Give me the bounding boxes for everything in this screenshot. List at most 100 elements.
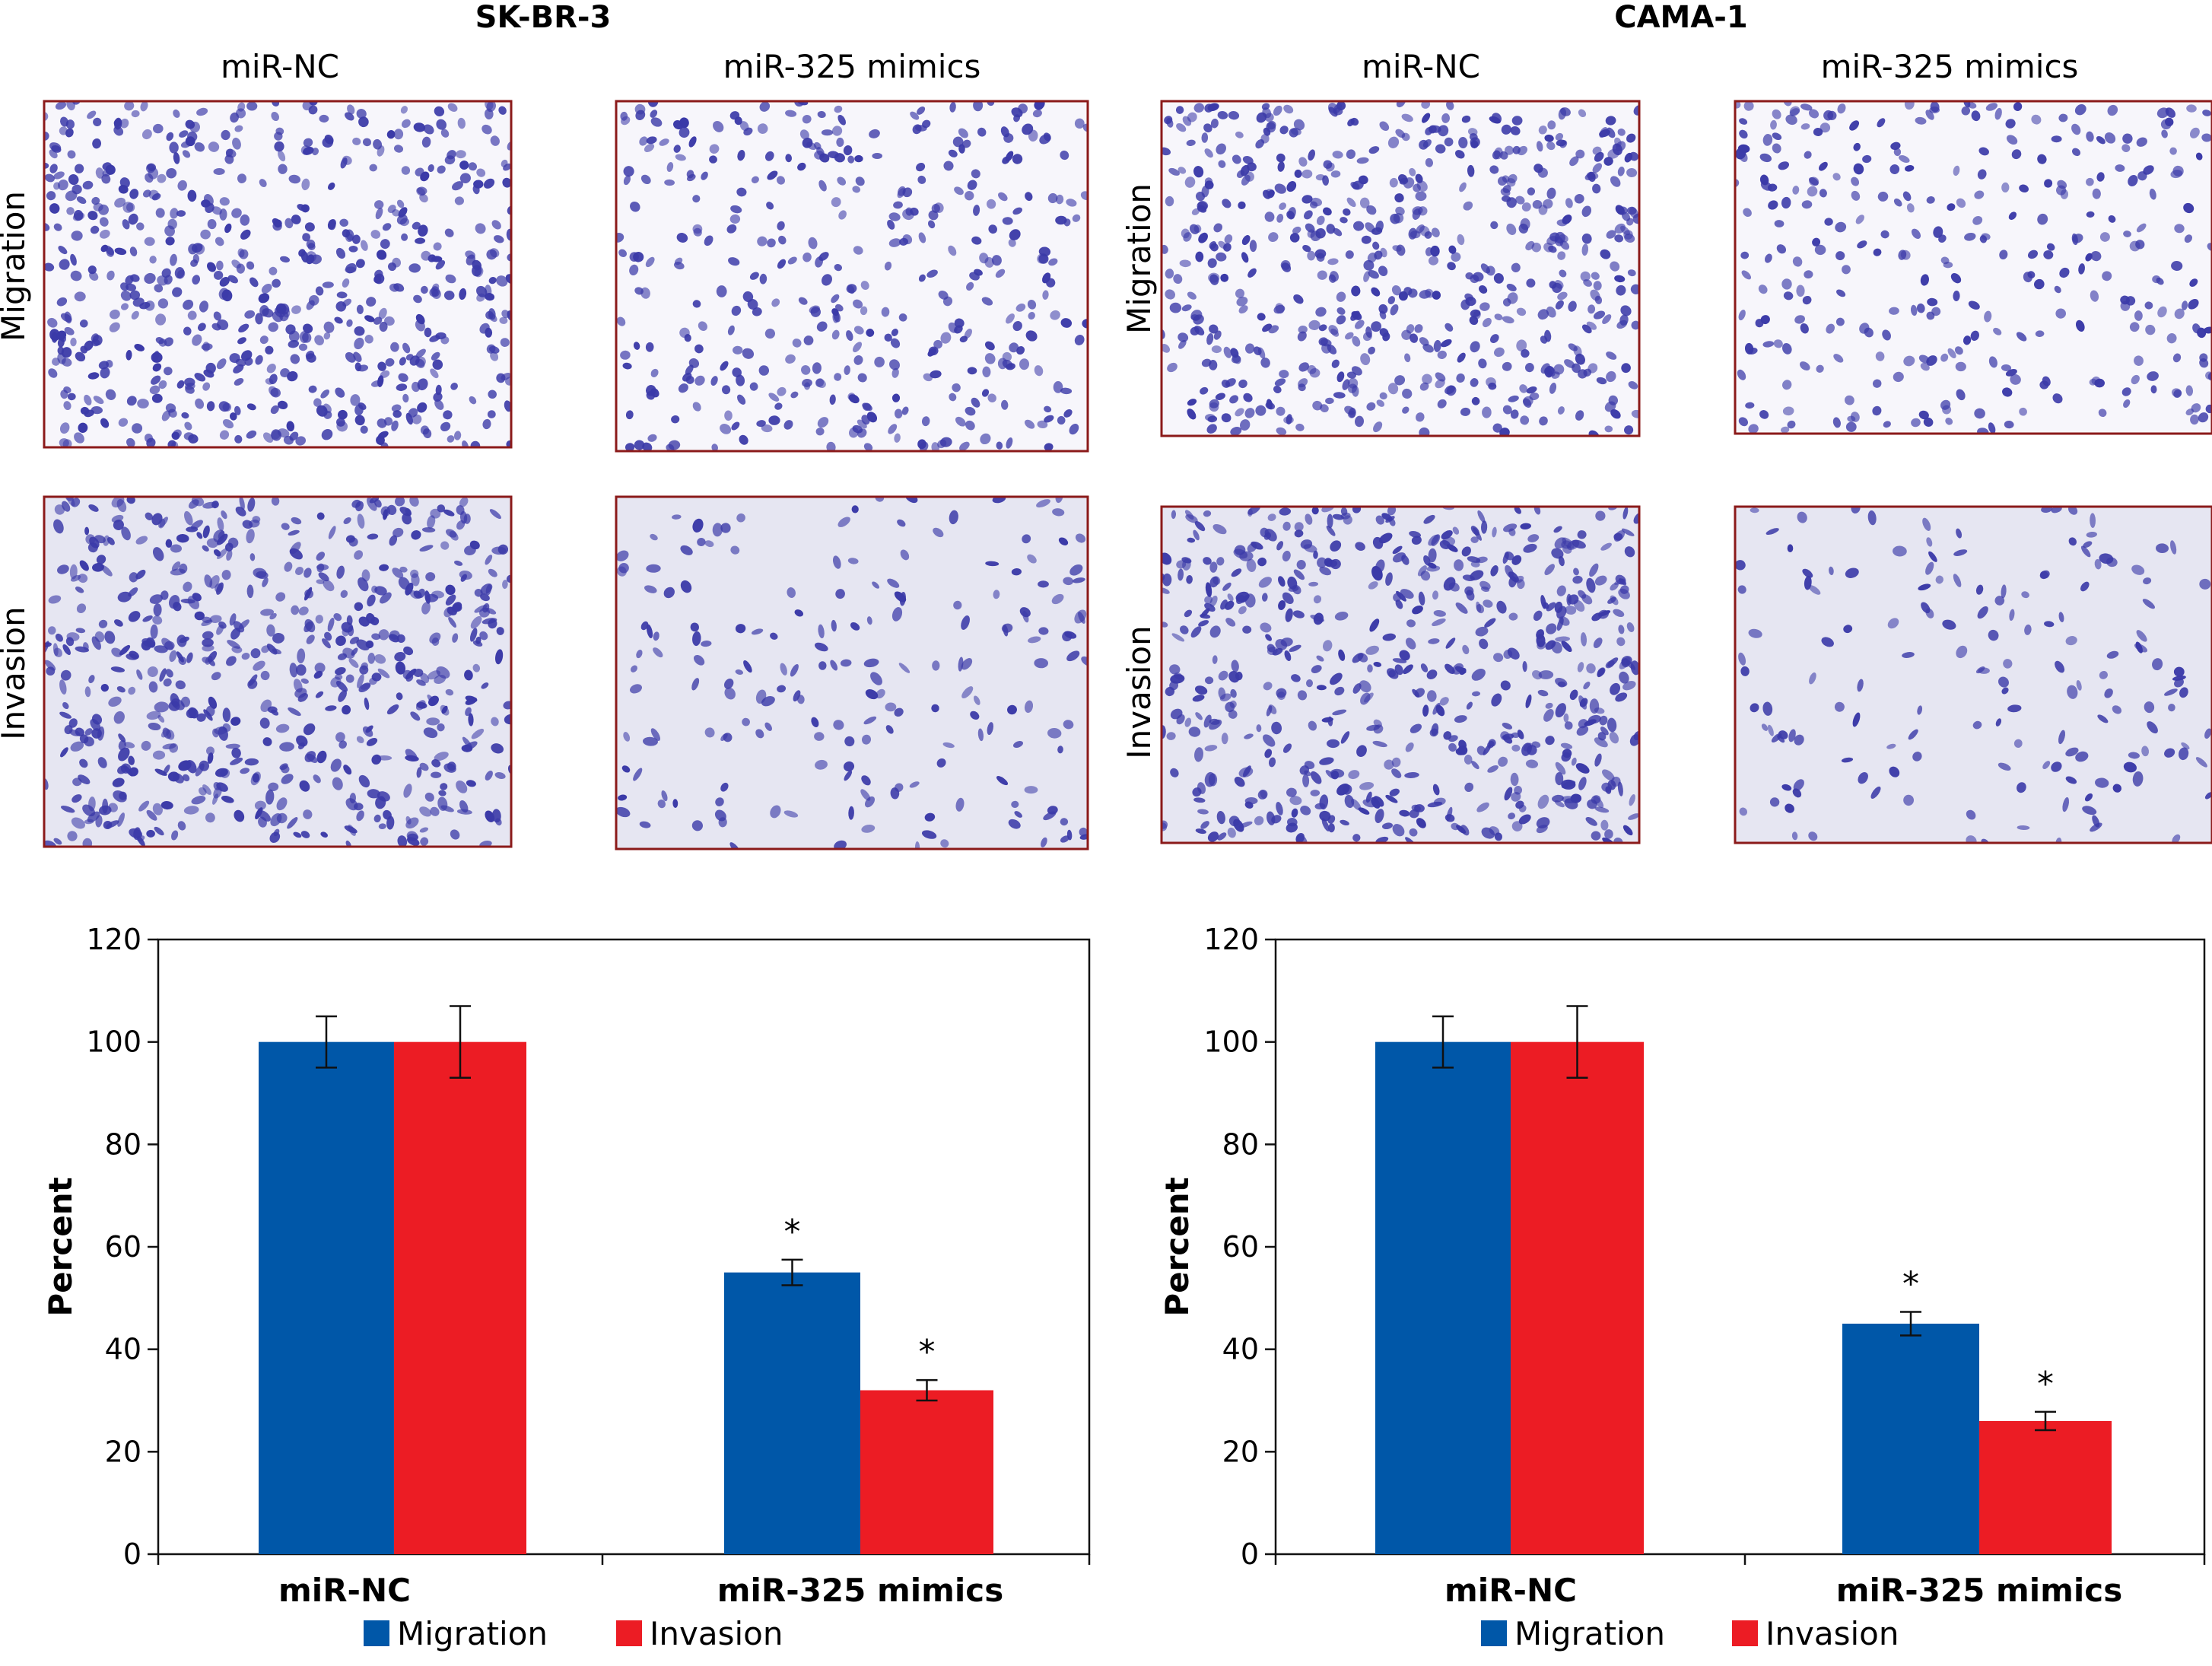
cell	[1785, 803, 1794, 813]
cell	[1168, 167, 1180, 176]
cell	[190, 259, 199, 267]
cell	[958, 128, 968, 138]
cell	[70, 741, 84, 752]
micrograph-frame	[43, 100, 513, 449]
cell	[108, 696, 122, 707]
cell	[306, 254, 315, 265]
cell	[1551, 548, 1564, 559]
cell	[84, 394, 92, 405]
cell	[1915, 116, 1927, 125]
cell	[663, 587, 675, 599]
cell	[1278, 576, 1286, 587]
cell	[488, 345, 500, 354]
cell	[167, 218, 177, 230]
cell	[393, 410, 402, 418]
cell	[1229, 395, 1239, 404]
cell	[1002, 217, 1013, 225]
cell	[768, 415, 780, 425]
cell	[967, 180, 977, 190]
cell	[427, 515, 436, 529]
cell	[2141, 746, 2150, 757]
cell	[99, 229, 110, 239]
cell	[2179, 747, 2189, 761]
cell	[459, 571, 472, 580]
cell	[1926, 537, 1933, 547]
cell	[1617, 781, 1623, 796]
cell	[211, 672, 221, 681]
cell	[1405, 742, 1414, 752]
cell	[250, 648, 261, 659]
cell	[621, 765, 631, 773]
cell	[306, 753, 318, 763]
cell	[1002, 156, 1010, 164]
cell	[801, 365, 811, 375]
cell	[490, 351, 499, 361]
cell	[1448, 735, 1458, 742]
cell	[642, 442, 653, 451]
cell	[360, 425, 368, 434]
cell	[1591, 272, 1600, 280]
cell	[1336, 291, 1346, 302]
cell	[1508, 812, 1516, 820]
cell	[2157, 306, 2167, 318]
cell	[417, 378, 428, 391]
cell	[1063, 720, 1074, 730]
cell	[1387, 136, 1400, 148]
cell	[1882, 329, 1891, 341]
cell	[275, 723, 290, 733]
cell	[1502, 722, 1513, 730]
cell	[234, 809, 245, 822]
cell	[1553, 526, 1562, 533]
cell	[172, 429, 182, 438]
cell	[1579, 698, 1588, 707]
cell	[2096, 172, 2105, 182]
cell	[298, 343, 308, 351]
cell	[373, 814, 381, 823]
cell	[235, 358, 246, 367]
cell	[51, 145, 62, 153]
cell	[728, 257, 740, 266]
cell	[144, 272, 156, 285]
cell	[930, 370, 942, 379]
cell	[1593, 796, 1604, 808]
cell	[1594, 753, 1602, 767]
cell	[2169, 540, 2177, 555]
cell	[1309, 368, 1321, 378]
cell	[454, 196, 464, 205]
cell	[1494, 313, 1503, 321]
cell	[1294, 169, 1302, 178]
cell	[1802, 295, 1812, 305]
cell	[1209, 625, 1221, 638]
cell	[1772, 132, 1782, 141]
cell	[802, 378, 812, 387]
cell	[1922, 517, 1931, 531]
cell	[633, 768, 643, 781]
cell	[378, 629, 389, 641]
cell	[91, 196, 100, 205]
cell	[461, 744, 473, 752]
cell	[60, 669, 72, 681]
cell	[2204, 728, 2212, 739]
cell	[837, 114, 846, 126]
cell	[1268, 757, 1276, 768]
cell	[1198, 232, 1208, 243]
cell	[898, 313, 907, 322]
cell	[170, 568, 186, 576]
cell	[302, 101, 313, 111]
y-tick-label: 100	[86, 1025, 141, 1059]
cell	[221, 289, 233, 302]
cell	[1502, 361, 1512, 371]
cell	[136, 222, 145, 231]
cell	[1353, 221, 1365, 231]
cell	[1184, 510, 1194, 520]
cell	[366, 297, 377, 307]
cell	[415, 356, 426, 367]
error-bar	[2035, 1410, 2056, 1432]
cell	[1454, 715, 1467, 723]
cell	[1431, 723, 1439, 736]
cell	[1493, 347, 1505, 358]
cell	[1042, 272, 1051, 284]
cell	[959, 335, 968, 343]
cell	[1415, 173, 1423, 183]
cell	[1968, 300, 1980, 310]
